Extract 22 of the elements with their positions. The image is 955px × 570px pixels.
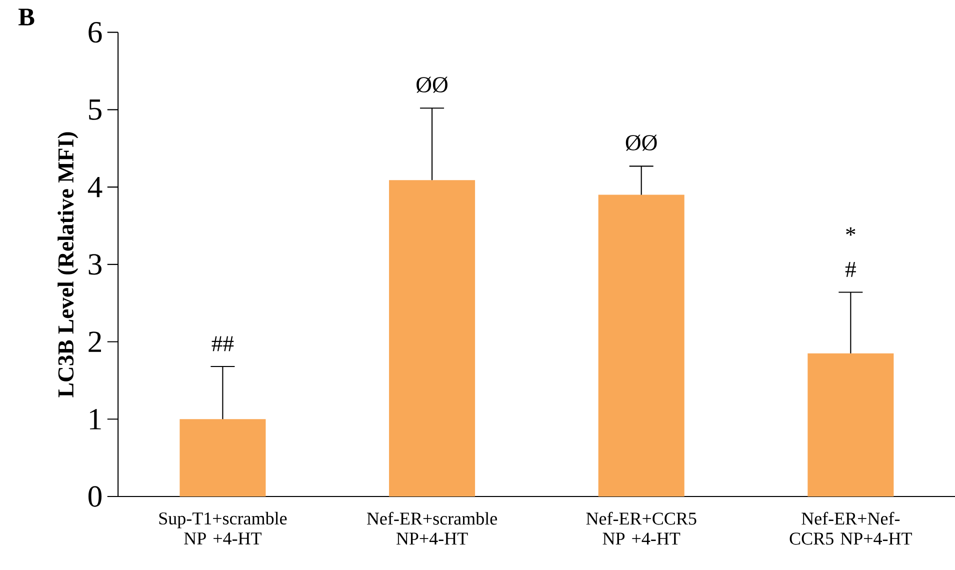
y-tick-label: 5 — [89, 100, 102, 120]
annotation: ØØ — [626, 135, 657, 152]
annotation: ## — [212, 336, 234, 352]
x-tick-label: Nef-ER+scramble NP+4-HT — [366, 512, 497, 545]
y-tick-label: 1 — [90, 409, 101, 430]
y-axis-title: LC3B Level (Relative MFI) — [58, 132, 78, 398]
x-tick-label: Nef-ER+Nef-CCR5 NP+4-HT — [790, 512, 912, 545]
bar — [808, 354, 894, 497]
bar — [389, 180, 476, 497]
bar — [598, 195, 684, 497]
bar — [180, 419, 266, 497]
annotation: ØØ — [416, 77, 448, 93]
y-tick-label: 6 — [88, 22, 102, 43]
y-tick-label: 0 — [88, 486, 102, 508]
annotation: # — [845, 262, 856, 278]
x-tick-label: Nef-ER+CCR5 NP +4-HT — [586, 512, 696, 545]
x-tick-label: Sup-T1+scramble NP +4-HT — [159, 512, 287, 545]
y-tick-label: 4 — [88, 177, 102, 198]
annotation: * — [846, 228, 856, 236]
y-tick-label: 2 — [88, 332, 101, 352]
text: B — [18, 8, 34, 26]
y-tick-label: 3 — [88, 254, 102, 275]
